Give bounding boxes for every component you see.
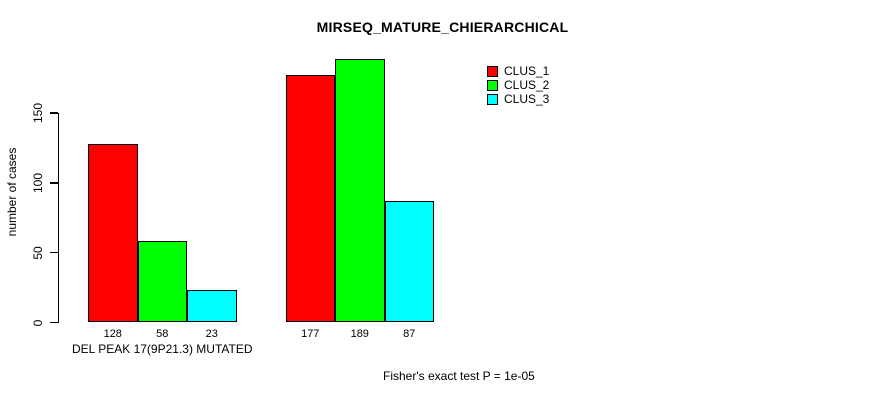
y-axis-label: number of cases bbox=[5, 147, 19, 237]
bar-value-label: 177 bbox=[301, 328, 320, 340]
legend-swatch-icon bbox=[487, 93, 498, 105]
bar-clus_3-group2 bbox=[384, 200, 434, 323]
bar-clus_1-group2 bbox=[285, 75, 335, 323]
y-axis-line bbox=[57, 112, 59, 324]
legend-label: CLUS_1 bbox=[504, 64, 550, 78]
y-tick-mark bbox=[50, 182, 58, 184]
bar-value-label: 23 bbox=[205, 328, 218, 340]
category-label: DEL PEAK 17(9P21.3) MUTATED bbox=[71, 342, 253, 356]
y-tick-mark bbox=[50, 112, 58, 114]
legend-item-clus_3: CLUS_3 bbox=[487, 92, 549, 106]
legend-swatch-icon bbox=[487, 79, 498, 91]
legend-label: CLUS_3 bbox=[504, 92, 550, 106]
y-tick-mark bbox=[50, 251, 58, 254]
y-tick-label: 50 bbox=[31, 245, 45, 260]
legend-label: CLUS_2 bbox=[504, 78, 550, 92]
chart-title: MIRSEQ_MATURE_CHIERARCHICAL bbox=[316, 19, 569, 35]
bar-clus_2-group1 bbox=[137, 241, 187, 323]
bar-clus_1-group1 bbox=[88, 143, 138, 323]
bar-clus_2-group2 bbox=[335, 58, 385, 323]
bar-value-label: 87 bbox=[403, 328, 416, 340]
y-tick-label: 100 bbox=[31, 172, 45, 193]
bar-value-label: 128 bbox=[103, 328, 122, 340]
legend-swatch-icon bbox=[487, 65, 498, 77]
legend-item-clus_1: CLUS_1 bbox=[487, 64, 549, 78]
y-tick-mark bbox=[50, 321, 58, 324]
y-tick-label: 0 bbox=[31, 319, 45, 326]
bar-clus_3-group1 bbox=[187, 290, 237, 323]
bar-value-label: 58 bbox=[156, 328, 169, 340]
footnote-text: Fisher's exact test P = 1e-05 bbox=[383, 369, 535, 383]
bar-value-label: 189 bbox=[350, 328, 369, 340]
y-tick-label: 150 bbox=[31, 102, 45, 123]
legend: CLUS_1 CLUS_2 CLUS_3 bbox=[487, 64, 549, 106]
legend-item-clus_2: CLUS_2 bbox=[487, 78, 549, 92]
